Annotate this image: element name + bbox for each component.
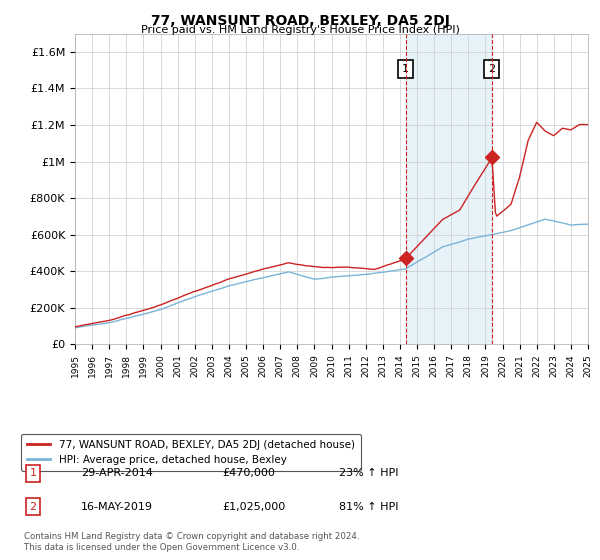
- Text: 77, WANSUNT ROAD, BEXLEY, DA5 2DJ: 77, WANSUNT ROAD, BEXLEY, DA5 2DJ: [151, 14, 449, 28]
- Text: 23% ↑ HPI: 23% ↑ HPI: [339, 468, 398, 478]
- Text: 29-APR-2014: 29-APR-2014: [81, 468, 153, 478]
- Legend: 77, WANSUNT ROAD, BEXLEY, DA5 2DJ (detached house), HPI: Average price, detached: 77, WANSUNT ROAD, BEXLEY, DA5 2DJ (detac…: [21, 433, 361, 472]
- Text: £1,025,000: £1,025,000: [222, 502, 285, 512]
- Text: 2: 2: [488, 64, 496, 74]
- Text: 1: 1: [29, 468, 37, 478]
- Text: 2: 2: [29, 502, 37, 512]
- Text: Price paid vs. HM Land Registry's House Price Index (HPI): Price paid vs. HM Land Registry's House …: [140, 25, 460, 35]
- Text: 16-MAY-2019: 16-MAY-2019: [81, 502, 153, 512]
- Text: £470,000: £470,000: [222, 468, 275, 478]
- Text: Contains HM Land Registry data © Crown copyright and database right 2024.
This d: Contains HM Land Registry data © Crown c…: [24, 532, 359, 552]
- Text: 81% ↑ HPI: 81% ↑ HPI: [339, 502, 398, 512]
- Text: 1: 1: [402, 64, 409, 74]
